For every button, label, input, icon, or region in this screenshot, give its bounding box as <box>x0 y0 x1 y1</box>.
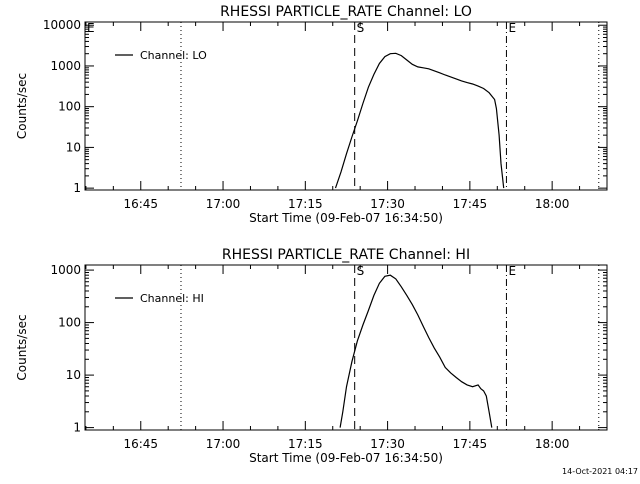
x-tick-label: 18:00 <box>535 197 570 211</box>
x-tick-label: 17:15 <box>288 437 323 451</box>
x-tick-label: 18:00 <box>535 437 570 451</box>
y-tick-label: 100 <box>58 316 81 330</box>
panel-lo: RHESSI PARTICLE_RATE Channel: LO 16:45 17:… <box>15 4 608 225</box>
y-tick-label: 100 <box>58 100 81 114</box>
y-tick-label: 10 <box>66 140 81 154</box>
series-line <box>334 52 505 189</box>
y-tick-label: 1000 <box>50 59 81 73</box>
marker-label: S <box>357 264 365 278</box>
panel-hi: RHESSI PARTICLE_RATE Channel: HI 16:45 17:… <box>15 247 608 465</box>
legend-entry: Channel: LO <box>140 49 207 62</box>
x-tick-label: 17:45 <box>453 437 488 451</box>
x-tick-label: 17:00 <box>206 197 241 211</box>
marker-label: E <box>508 21 516 35</box>
chart-title: RHESSI PARTICLE_RATE Channel: HI <box>222 247 470 263</box>
y-axis-label: Counts/sec <box>15 73 29 139</box>
x-tick-label: 17:30 <box>370 197 405 211</box>
x-tick-label: 16:45 <box>123 437 158 451</box>
x-axis-label: Start Time (09-Feb-07 16:34:50) <box>249 211 443 225</box>
x-tick-label: 16:45 <box>123 197 158 211</box>
y-tick-label: 10000 <box>43 18 81 32</box>
footer-timestamp: 14-Oct-2021 04:17 <box>562 467 638 476</box>
legend-entry: Channel: HI <box>140 292 204 305</box>
x-axis-label: Start Time (09-Feb-07 16:34:50) <box>249 451 443 465</box>
x-tick-label: 17:00 <box>206 437 241 451</box>
plot-frame <box>84 264 608 431</box>
y-tick-label: 1 <box>73 181 81 195</box>
chart-title: RHESSI PARTICLE_RATE Channel: LO <box>220 4 472 20</box>
x-tick-label: 17:45 <box>453 197 488 211</box>
series-line <box>339 274 493 428</box>
y-tick-label: 10 <box>66 368 81 382</box>
y-tick-label: 1000 <box>50 263 81 277</box>
plot-frame <box>84 21 608 191</box>
marker-label: E <box>87 21 95 35</box>
marker-label: E <box>508 264 516 278</box>
x-tick-label: 17:30 <box>370 437 405 451</box>
marker-label: S <box>357 21 365 35</box>
x-tick-label: 17:15 <box>288 197 323 211</box>
y-axis-label: Counts/sec <box>15 314 29 380</box>
y-tick-label: 1 <box>73 421 81 435</box>
